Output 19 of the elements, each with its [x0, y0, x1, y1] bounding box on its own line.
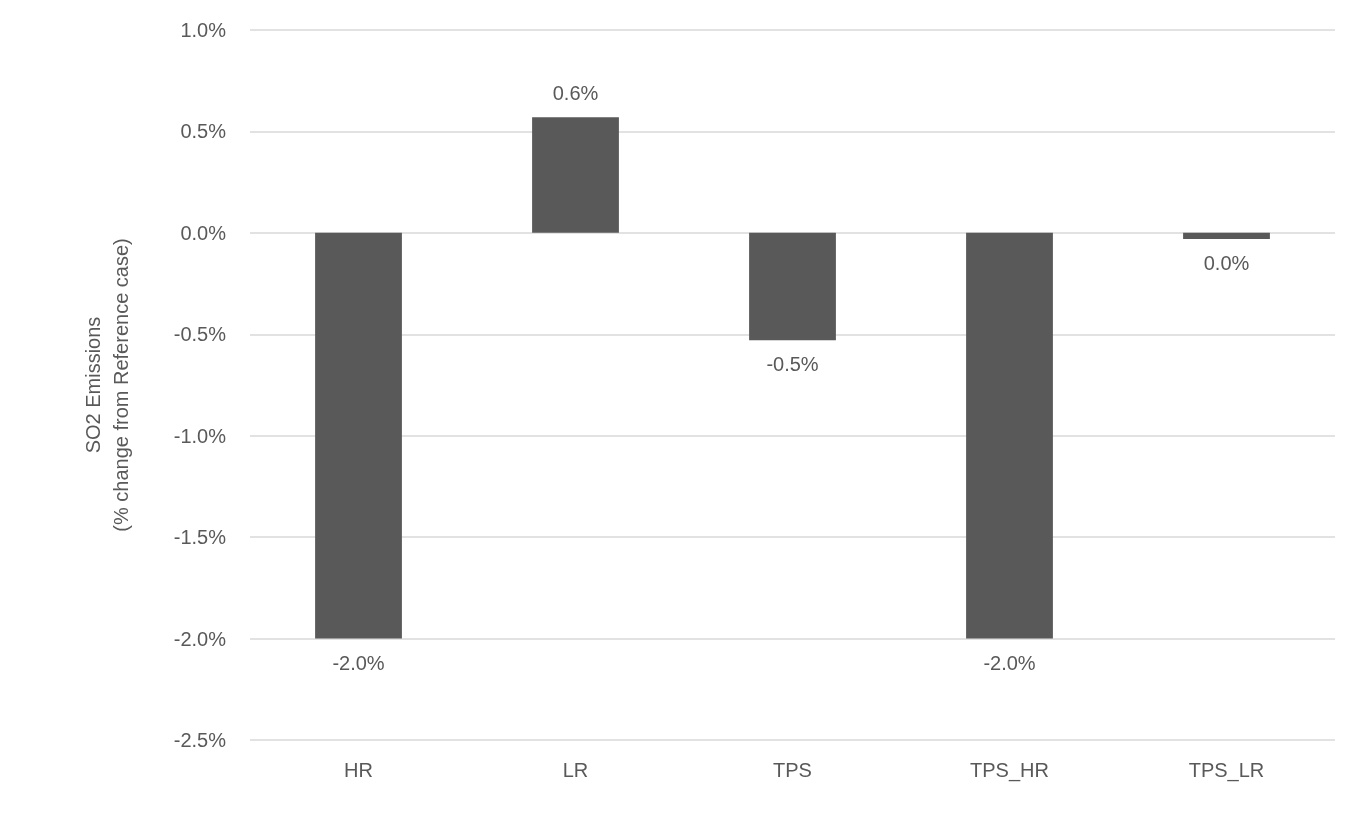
- data-label: -2.0%: [332, 651, 385, 674]
- y-axis-title: SO2 Emissions (% change from Reference case): [82, 238, 132, 532]
- y-tick-label: -1.0%: [173, 424, 227, 447]
- y-tick-label: -1.5%: [173, 526, 227, 549]
- data-label: 0.0%: [1203, 251, 1250, 274]
- data-label: 0.6%: [552, 82, 599, 105]
- y-tick-label: -2.0%: [173, 627, 227, 650]
- x-tick-label: TPS_HR: [970, 759, 1049, 782]
- y-tick-label: -0.5%: [173, 323, 227, 346]
- data-label: -2.0%: [983, 651, 1036, 674]
- y-tick-label: 1.0%: [180, 19, 227, 41]
- x-tick-label: TPS: [773, 759, 812, 781]
- x-tick-label: TPS_LR: [1188, 759, 1265, 782]
- y-tick-label: -2.5%: [173, 729, 227, 751]
- data-label: -0.5%: [766, 353, 819, 376]
- y-tick-label: 0.5%: [180, 120, 227, 143]
- y-tick-label: 0.0%: [180, 221, 227, 244]
- x-tick-label: HR: [344, 759, 373, 781]
- x-tick-label: LR: [562, 759, 589, 781]
